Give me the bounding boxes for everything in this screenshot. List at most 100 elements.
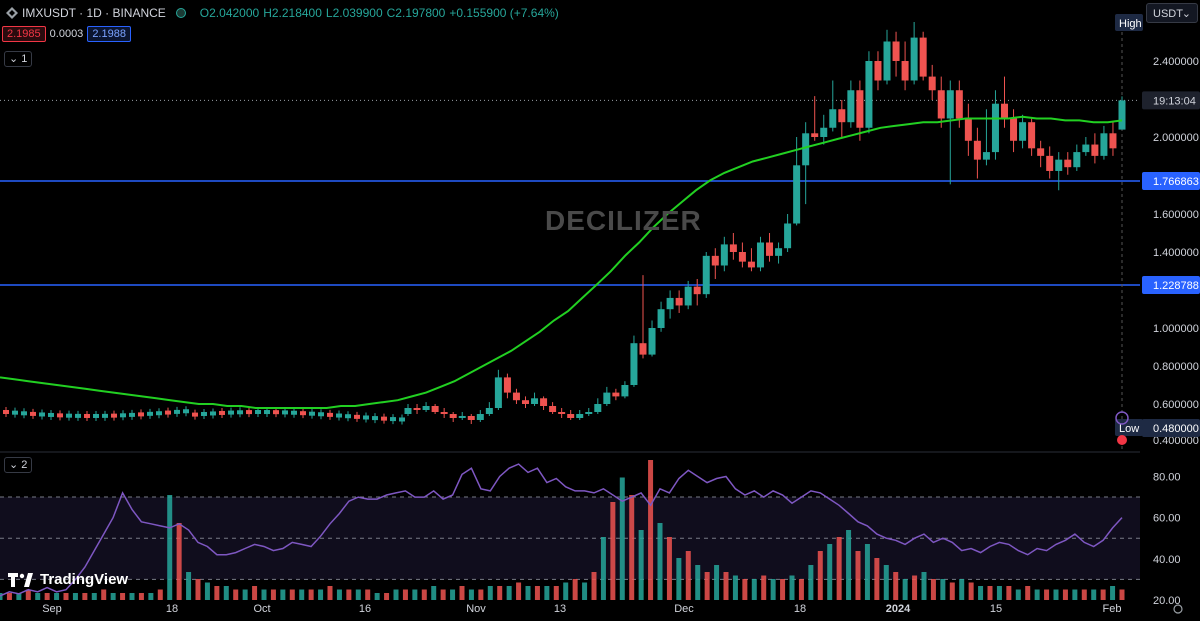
candle-body [521,400,529,404]
volume-bar [714,565,720,600]
rsi-axis-label: 60.00 [1153,513,1181,525]
pane2-collapse-toggle[interactable]: ⌄ 2 [4,457,33,473]
candle-body [666,297,674,310]
high-marker-label: High [1119,18,1142,30]
symbol-title[interactable]: IMXUSDT · 1D · BINANCE [22,6,166,20]
volume-bar [1110,586,1116,600]
volume-bar [798,579,804,600]
buy-price-button[interactable]: 2.1988 [87,26,131,42]
price-axis-label: 1.000000 [1153,323,1199,335]
volume-bar [516,582,522,600]
volume-bar [280,589,286,600]
candle-body [183,409,189,414]
sell-price-button[interactable]: 2.1985 [2,26,46,42]
volume-bar [365,589,371,600]
volume-bar [657,523,663,600]
volume-bar [930,579,936,600]
candle-body [702,255,710,295]
volume-bar [450,589,456,600]
volume-bar [355,589,361,600]
chevron-down-icon: ⌄ [1181,8,1191,20]
candle-body [982,152,990,160]
candle-body [165,410,171,415]
volume-bar [827,544,833,600]
volume-bar [91,593,97,600]
candle-body [1037,148,1045,156]
candle-body [363,415,369,420]
volume-bar [704,572,710,600]
time-axis-label: 16 [359,603,371,615]
volume-bar [223,586,229,600]
volume-bar [893,572,899,600]
candle-body [354,414,360,419]
candle-body [3,410,9,414]
candle-body [174,409,180,414]
candle-body [766,242,774,256]
candle-body [494,377,502,408]
candle-body [820,127,828,137]
tradingview-logo[interactable]: TradingView [8,571,128,588]
time-axis-label: Nov [466,603,486,615]
candle-body [336,413,342,418]
candle-body [1055,159,1063,171]
candle-body [282,410,288,415]
candle-body [309,411,315,416]
volume-bar [629,495,635,600]
volume-bar [723,572,729,600]
candle-body [648,328,656,355]
candle-body [512,392,520,401]
ohlc-low: L2.039900 [325,6,383,20]
time-axis-label: 2024 [886,603,911,615]
low-price-tag [1142,419,1200,437]
main-price-pane[interactable] [0,20,1140,452]
volume-bar [959,579,965,600]
volume-rsi-pane[interactable] [0,460,1140,600]
volume-bar [638,530,644,600]
volume-bar [1072,589,1078,600]
volume-bar [582,582,588,600]
candle-body [345,414,351,419]
candle-body [729,244,737,252]
pane1-collapse-toggle[interactable]: ⌄ 1 [4,51,33,67]
low-price-label: 0.480000 [1153,423,1199,435]
volume-bar [242,589,248,600]
candle-body [937,90,945,119]
candle-body [1046,155,1054,171]
candle-body [793,165,801,224]
price-axis-label: 0.400000 [1153,435,1199,447]
volume-bar [384,593,390,600]
volume-bar [1006,586,1012,600]
candle-body [585,412,593,414]
pane2-index: 2 [21,459,28,471]
candle-body [747,261,755,268]
volume-bar [431,586,437,600]
candle-body [129,412,135,417]
volume-bar [685,551,691,600]
candle-body [567,414,575,418]
ohlc-high: H2.218400 [263,6,322,20]
time-axis-label: 18 [794,603,806,615]
currency-select[interactable]: USDT ⌄ [1146,3,1198,23]
time-axis[interactable]: Sep 18 Oct 16 Nov 13 Dec 18 2024 15 Feb [42,603,1183,615]
candle-body [399,417,405,422]
volume-bar [289,589,295,600]
candle-body [720,244,728,266]
volume-bar [468,589,474,600]
volume-bar [336,589,342,600]
volume-bar [1081,589,1087,600]
spread-value: 0.0003 [49,28,84,40]
rsi-axis-label: 20.00 [1153,595,1181,607]
price-axis[interactable]: 2.400000 2.000000 1.600000 1.400000 1.000000… [1115,14,1200,607]
volume-bar [808,565,814,600]
candle-body [147,411,153,416]
candle-body [39,412,45,417]
currency-label: USDT [1153,8,1183,20]
volume-bar [252,586,258,600]
volume-bar [780,579,786,600]
volume-bar [0,593,3,600]
volume-bar [270,589,276,600]
candle-body [540,398,548,406]
volume-bar [16,593,22,600]
candle-body [738,252,746,262]
